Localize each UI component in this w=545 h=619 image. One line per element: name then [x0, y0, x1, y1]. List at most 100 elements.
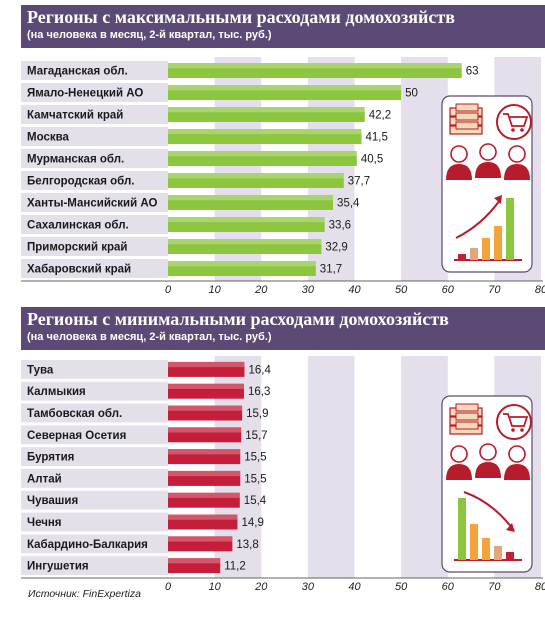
category-label: Кабардино-Балкария	[27, 539, 148, 551]
bar	[168, 217, 325, 232]
bar	[168, 449, 241, 465]
bar-highlight	[168, 514, 238, 520]
category-row	[21, 381, 168, 401]
value-label: 15,5	[244, 452, 266, 464]
bar	[168, 536, 233, 552]
category-row	[21, 556, 168, 575]
category-row	[21, 425, 168, 445]
bar-highlight	[168, 217, 325, 223]
category-label: Камчатский край	[27, 110, 123, 122]
bar	[168, 558, 221, 574]
bar-highlight	[168, 195, 334, 201]
value-label: 14,9	[241, 517, 263, 529]
source-note: Источник: FinExpertiza	[28, 588, 141, 600]
value-label: 40,5	[361, 154, 383, 166]
decline-chart-icon	[454, 491, 522, 561]
category-label: Ханты-Мансийский АО	[27, 198, 158, 210]
x-tick-label: 30	[302, 284, 315, 296]
x-tick-label: 10	[209, 284, 222, 296]
category-label: Северная Осетия	[27, 430, 126, 442]
value-label: 63	[466, 66, 479, 78]
category-row	[21, 171, 168, 190]
x-tick-label: 50	[395, 581, 408, 593]
bar	[168, 514, 238, 530]
bottom-chart-subtitle: (на человека в месяц, 2-й квартал, тыс. …	[27, 331, 272, 343]
category-row	[21, 259, 168, 278]
money-stack-icon	[449, 403, 483, 435]
value-label: 13,8	[236, 539, 258, 551]
x-tick-label: 40	[348, 284, 361, 296]
category-label: Алтай	[27, 473, 62, 485]
bar-highlight	[168, 173, 344, 179]
grid-band	[401, 57, 448, 281]
category-label: Хабаровский край	[27, 264, 131, 276]
bar-highlight	[168, 536, 233, 542]
x-tick-label: 30	[302, 581, 315, 593]
bar-highlight	[168, 470, 241, 477]
value-label: 35,4	[337, 198, 360, 210]
grid-band	[307, 356, 355, 578]
value-label: 32,9	[325, 242, 347, 254]
bar	[168, 63, 462, 78]
bar	[168, 195, 334, 210]
shopping-cart-icon	[496, 104, 532, 140]
category-row	[21, 237, 168, 256]
x-tick-label: 70	[488, 284, 501, 296]
category-row	[21, 215, 168, 234]
bar-highlight	[168, 261, 316, 267]
category-row	[21, 127, 168, 146]
bar-highlight	[168, 492, 240, 498]
value-label: 42,2	[369, 110, 391, 122]
bar-highlight	[168, 151, 357, 157]
category-label: Чувашия	[27, 495, 78, 507]
people-icon	[446, 143, 530, 180]
category-row	[21, 193, 168, 212]
category-row	[21, 512, 168, 532]
bar	[168, 173, 344, 188]
x-tick-label: 50	[395, 284, 408, 296]
bar	[168, 470, 241, 486]
x-tick-label: 60	[442, 581, 455, 593]
bar	[168, 383, 244, 399]
value-label: 33,6	[329, 220, 351, 232]
bar-highlight	[168, 107, 365, 113]
bar	[168, 361, 245, 377]
bar-highlight	[168, 63, 462, 69]
x-tick-label: 70	[488, 581, 501, 593]
value-label: 15,7	[245, 430, 267, 442]
category-row	[21, 403, 168, 423]
shopping-cart-icon	[496, 404, 532, 440]
category-row	[21, 447, 168, 466]
category-label: Москва	[27, 132, 70, 144]
bar-highlight	[168, 129, 362, 135]
bar	[168, 492, 240, 508]
category-row	[21, 469, 168, 488]
grid-band	[401, 356, 448, 578]
bottom-chart-title: Регионы с минимальными расходами домохоз…	[27, 309, 449, 329]
top-chart-subtitle: (на человека в месяц, 2-й квартал, тыс. …	[27, 29, 272, 41]
bar-highlight	[168, 85, 402, 91]
x-tick-label: 10	[209, 581, 222, 593]
category-label: Тува	[27, 364, 54, 376]
value-label: 41,5	[365, 132, 387, 144]
growth-chart-icon	[454, 195, 522, 261]
x-tick-label: 0	[165, 581, 172, 593]
bar-highlight	[168, 361, 245, 368]
category-label: Калмыкия	[27, 386, 86, 398]
value-label: 50	[405, 88, 418, 100]
bar	[168, 107, 365, 122]
bar	[168, 427, 242, 443]
x-tick-label: 80	[535, 581, 545, 593]
category-row	[21, 534, 168, 554]
category-label: Белгородская обл.	[27, 176, 134, 188]
bar	[168, 405, 243, 421]
bar-highlight	[168, 383, 244, 389]
category-label: Ямало-Ненецкий АО	[27, 88, 143, 100]
value-label: 15,9	[246, 408, 268, 420]
x-tick-label: 80	[535, 284, 545, 296]
category-label: Мурманская обл.	[27, 154, 124, 166]
bar	[168, 129, 362, 144]
bar-highlight	[168, 558, 221, 564]
category-label: Тамбовская обл.	[27, 408, 122, 420]
value-label: 31,7	[320, 264, 342, 276]
